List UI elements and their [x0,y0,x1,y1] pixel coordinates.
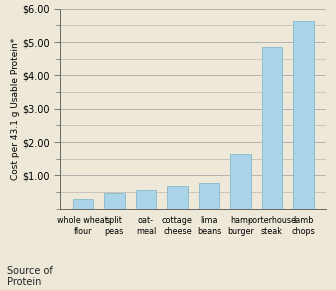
Text: Source of
Protein: Source of Protein [7,266,52,287]
Bar [199,183,219,209]
Bar [230,154,251,209]
Bar [293,21,314,209]
Y-axis label: Cost per 43.1 g Usable Protein*: Cost per 43.1 g Usable Protein* [11,38,20,180]
Bar [104,193,125,209]
Bar [136,190,156,209]
Bar [73,200,93,209]
Bar [262,47,282,209]
Bar [167,186,188,209]
